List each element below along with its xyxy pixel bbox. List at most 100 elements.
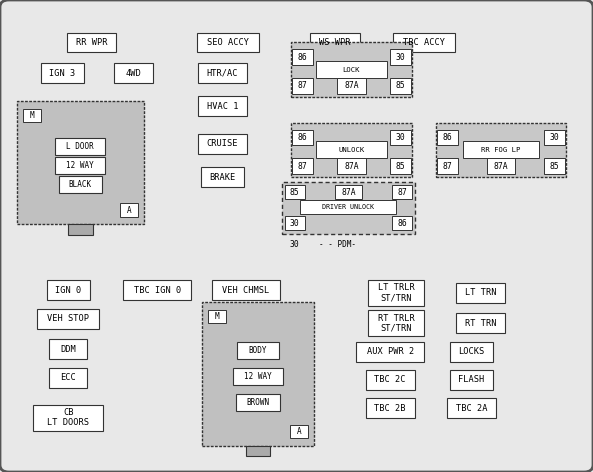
Text: SEO ACCY: SEO ACCY (208, 38, 249, 47)
Text: DDM: DDM (60, 345, 76, 354)
FancyBboxPatch shape (366, 398, 415, 418)
Text: HTR/AC: HTR/AC (206, 68, 238, 78)
FancyBboxPatch shape (114, 63, 152, 83)
FancyBboxPatch shape (356, 342, 425, 362)
FancyBboxPatch shape (337, 78, 365, 93)
FancyBboxPatch shape (316, 142, 387, 159)
FancyBboxPatch shape (437, 158, 458, 174)
FancyBboxPatch shape (393, 33, 455, 52)
FancyBboxPatch shape (285, 216, 305, 230)
Text: TBC 2C: TBC 2C (374, 375, 406, 385)
Text: DRIVER UNLOCK: DRIVER UNLOCK (323, 203, 374, 210)
Text: RR WPR: RR WPR (76, 38, 108, 47)
Text: 87: 87 (397, 187, 407, 197)
Text: TBC IGN 0: TBC IGN 0 (133, 286, 181, 295)
FancyBboxPatch shape (59, 176, 102, 193)
Text: VEH STOP: VEH STOP (47, 314, 89, 323)
Text: 30: 30 (550, 133, 559, 142)
FancyBboxPatch shape (337, 158, 365, 174)
Text: BLACK: BLACK (69, 179, 92, 189)
FancyBboxPatch shape (390, 50, 411, 65)
Text: 87: 87 (443, 161, 452, 171)
FancyBboxPatch shape (487, 158, 515, 174)
FancyBboxPatch shape (456, 283, 505, 303)
FancyBboxPatch shape (202, 302, 314, 446)
FancyBboxPatch shape (237, 394, 280, 411)
FancyBboxPatch shape (437, 130, 458, 145)
FancyBboxPatch shape (301, 200, 397, 214)
FancyBboxPatch shape (208, 310, 226, 323)
Text: 12 WAY: 12 WAY (244, 372, 272, 381)
FancyBboxPatch shape (17, 101, 144, 224)
FancyBboxPatch shape (68, 33, 116, 52)
Text: TBC 2A: TBC 2A (455, 404, 487, 413)
Text: RT TRN: RT TRN (464, 319, 496, 328)
Text: BRAKE: BRAKE (209, 172, 235, 182)
Text: 85: 85 (396, 81, 405, 91)
Text: 30: 30 (290, 239, 299, 249)
FancyBboxPatch shape (198, 96, 247, 116)
FancyBboxPatch shape (285, 185, 305, 199)
FancyBboxPatch shape (197, 33, 259, 52)
FancyBboxPatch shape (49, 339, 88, 359)
FancyBboxPatch shape (392, 216, 412, 230)
FancyBboxPatch shape (41, 63, 84, 83)
FancyBboxPatch shape (368, 311, 424, 336)
FancyBboxPatch shape (368, 279, 424, 306)
Text: FLASH: FLASH (458, 375, 484, 385)
Text: A: A (296, 427, 301, 437)
Bar (246, 446, 270, 456)
FancyBboxPatch shape (33, 405, 103, 430)
Text: 85: 85 (396, 161, 405, 171)
Text: 30: 30 (396, 53, 405, 62)
Text: WS WPR: WS WPR (319, 38, 351, 47)
FancyBboxPatch shape (120, 203, 138, 217)
FancyBboxPatch shape (23, 109, 41, 122)
Text: 87: 87 (298, 161, 307, 171)
FancyBboxPatch shape (311, 33, 359, 52)
FancyBboxPatch shape (49, 368, 88, 388)
Text: RR FOG LP: RR FOG LP (482, 147, 521, 153)
FancyBboxPatch shape (544, 158, 565, 174)
FancyBboxPatch shape (450, 370, 493, 390)
FancyBboxPatch shape (390, 158, 411, 174)
FancyBboxPatch shape (56, 138, 106, 155)
Text: TBC ACCY: TBC ACCY (403, 38, 445, 47)
Text: 4WD: 4WD (126, 68, 141, 78)
FancyBboxPatch shape (198, 63, 247, 83)
Text: 87A: 87A (344, 81, 359, 91)
FancyBboxPatch shape (292, 50, 313, 65)
Text: VEH CHMSL: VEH CHMSL (222, 286, 270, 295)
FancyBboxPatch shape (390, 78, 411, 93)
FancyBboxPatch shape (291, 123, 412, 177)
FancyBboxPatch shape (334, 185, 362, 199)
Text: 87A: 87A (344, 161, 359, 171)
FancyBboxPatch shape (47, 280, 90, 300)
Text: RT TRLR
ST/TRN: RT TRLR ST/TRN (378, 314, 415, 333)
FancyBboxPatch shape (237, 342, 279, 359)
Text: M: M (30, 111, 34, 120)
FancyBboxPatch shape (233, 368, 283, 385)
FancyBboxPatch shape (292, 158, 313, 174)
FancyBboxPatch shape (456, 313, 505, 333)
Text: 12 WAY: 12 WAY (66, 160, 94, 170)
Bar (68, 224, 93, 235)
Text: BROWN: BROWN (247, 398, 269, 407)
FancyBboxPatch shape (463, 142, 539, 159)
Text: 86: 86 (298, 133, 307, 142)
FancyBboxPatch shape (544, 130, 565, 145)
FancyBboxPatch shape (366, 370, 415, 390)
Text: CRUISE: CRUISE (206, 139, 238, 149)
Text: CB
LT DOORS: CB LT DOORS (47, 408, 89, 427)
FancyBboxPatch shape (392, 185, 412, 199)
Text: - - PDM-: - - PDM- (319, 239, 356, 249)
Text: LT TRLR
ST/TRN: LT TRLR ST/TRN (378, 283, 415, 302)
FancyBboxPatch shape (37, 309, 99, 329)
Text: 85: 85 (290, 187, 299, 197)
FancyBboxPatch shape (212, 280, 280, 300)
FancyBboxPatch shape (282, 182, 415, 234)
Text: L DOOR: L DOOR (66, 142, 94, 151)
Text: IGN 3: IGN 3 (49, 68, 75, 78)
FancyBboxPatch shape (447, 398, 496, 418)
FancyBboxPatch shape (56, 157, 106, 174)
